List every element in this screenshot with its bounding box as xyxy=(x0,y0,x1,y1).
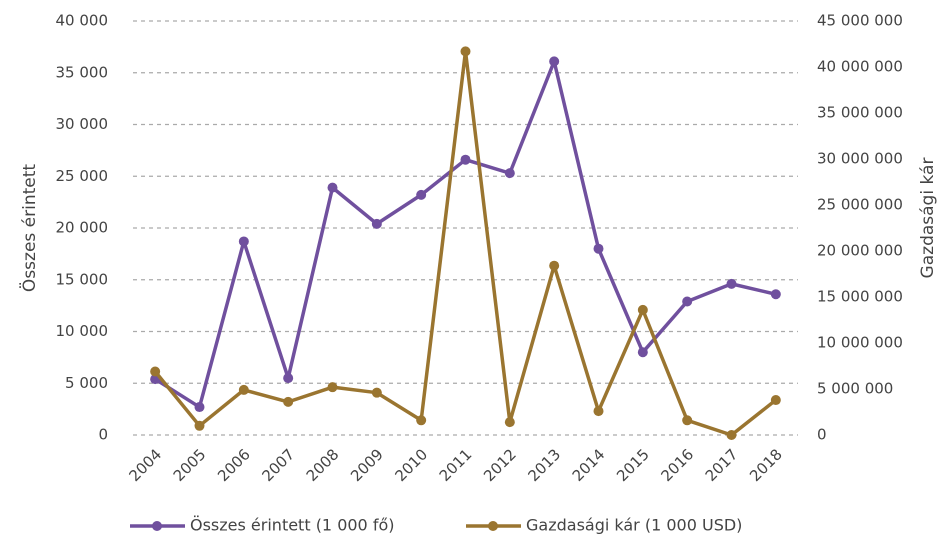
y-tick-label: 0 xyxy=(98,426,108,444)
y2-tick-label: 15 000 000 xyxy=(817,288,903,306)
x-tick-label: 2009 xyxy=(347,445,387,485)
data-point xyxy=(416,415,427,426)
y-tick-label: 15 000 xyxy=(56,270,109,288)
data-point xyxy=(549,260,560,271)
y2-tick-label: 0 xyxy=(817,426,827,444)
data-point xyxy=(770,395,781,406)
data-point xyxy=(283,373,294,384)
x-tick-label: 2007 xyxy=(258,445,298,485)
x-tick-label: 2011 xyxy=(436,445,476,485)
data-point xyxy=(283,396,294,407)
x-tick-label: 2017 xyxy=(702,445,742,485)
data-point xyxy=(682,296,693,307)
x-tick-label: 2004 xyxy=(125,445,165,485)
y-tick-label: 30 000 xyxy=(56,115,109,133)
data-point xyxy=(238,236,249,247)
y2-tick-label: 25 000 000 xyxy=(817,196,903,214)
data-point xyxy=(504,417,515,428)
y2-tick-label: 45 000 000 xyxy=(817,12,903,30)
y-tick-label: 35 000 xyxy=(56,63,109,81)
x-tick-label: 2008 xyxy=(303,445,343,485)
data-point xyxy=(637,347,648,358)
x-tick-label: 2006 xyxy=(214,445,254,485)
series-line xyxy=(154,59,777,409)
data-point xyxy=(327,382,338,393)
data-point xyxy=(194,420,205,431)
y-tick-label: 25 000 xyxy=(56,167,109,185)
y-tick-label: 40 000 xyxy=(56,12,109,30)
x-tick-label: 2013 xyxy=(524,445,564,485)
data-point xyxy=(150,366,161,377)
data-point xyxy=(770,289,781,300)
y-tick-label: 5 000 xyxy=(65,374,108,392)
data-point xyxy=(637,304,648,315)
y2-tick-label: 40 000 000 xyxy=(817,58,903,76)
y2-tick-label: 30 000 000 xyxy=(817,150,903,168)
data-point xyxy=(460,154,471,165)
data-point xyxy=(593,243,604,254)
x-tick-label: 2012 xyxy=(480,445,520,485)
y2-axis-title: Gazdasági kár xyxy=(918,158,938,279)
x-tick-label: 2015 xyxy=(613,445,653,485)
y-tick-label: 20 000 xyxy=(56,219,109,237)
data-point xyxy=(416,189,427,200)
data-point xyxy=(504,168,515,179)
legend-label: Összes érintett (1 000 fő) xyxy=(190,516,394,535)
x-tick-label: 2016 xyxy=(657,445,697,485)
data-point xyxy=(327,182,338,193)
x-tick-label: 2010 xyxy=(391,445,431,485)
y-tick-label: 10 000 xyxy=(56,322,109,340)
y2-tick-label: 10 000 000 xyxy=(817,334,903,352)
legend-label: Gazdasági kár (1 000 USD) xyxy=(526,516,742,535)
data-point xyxy=(238,384,249,395)
x-tick-label: 2005 xyxy=(170,445,210,485)
data-point xyxy=(194,402,205,413)
data-point xyxy=(682,415,693,426)
data-point xyxy=(460,46,471,57)
data-point xyxy=(593,406,604,417)
data-point xyxy=(371,218,382,229)
x-tick-label: 2018 xyxy=(746,445,786,485)
data-point xyxy=(371,387,382,398)
y2-tick-label: 5 000 000 xyxy=(817,380,893,398)
data-point xyxy=(549,56,560,67)
data-point xyxy=(726,430,737,440)
y2-tick-label: 20 000 000 xyxy=(817,242,903,260)
data-point xyxy=(726,278,737,289)
legend-marker xyxy=(152,521,162,531)
x-tick-label: 2014 xyxy=(569,445,609,485)
y2-tick-label: 35 000 000 xyxy=(817,104,903,122)
y-axis-title: Összes érintett xyxy=(18,164,40,292)
legend-marker xyxy=(488,521,498,531)
